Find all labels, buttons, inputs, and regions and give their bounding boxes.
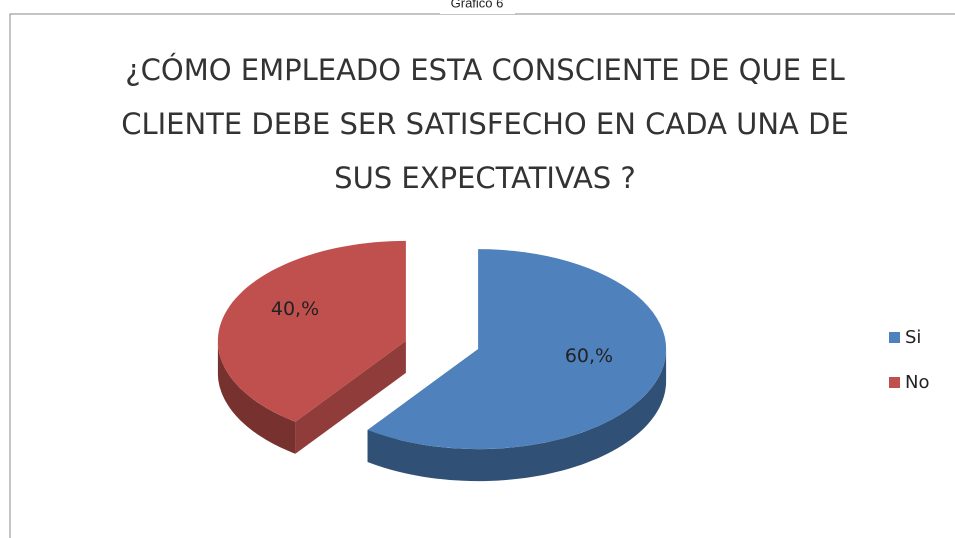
- legend-label: No: [905, 372, 929, 393]
- chart-title: CLIENTE DEBE SER SATISFECHO EN CADA UNA …: [121, 107, 849, 141]
- data-label: 60,%: [565, 345, 613, 367]
- chart-title: SUS EXPECTATIVAS ?: [334, 161, 636, 195]
- chart-title: ¿CÓMO EMPLEADO ESTA CONSCIENTE DE QUE EL: [125, 53, 845, 87]
- slice-face: [295, 340, 406, 454]
- caption: Grafico 6: [451, 0, 504, 10]
- slice: [217, 240, 406, 422]
- slice: [367, 249, 667, 450]
- slice-side: [217, 340, 296, 454]
- caption-bg: [440, 0, 515, 14]
- legend-label: Si: [905, 327, 921, 348]
- legend-swatch: [889, 377, 900, 388]
- slice-side: [367, 349, 667, 482]
- data-label: 40,%: [271, 298, 319, 320]
- legend-swatch: [889, 332, 900, 343]
